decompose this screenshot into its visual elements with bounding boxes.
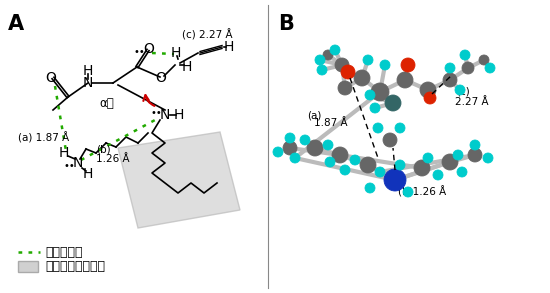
- Circle shape: [453, 150, 463, 160]
- Circle shape: [383, 133, 397, 147]
- Text: H: H: [83, 64, 93, 78]
- Circle shape: [290, 153, 300, 163]
- Text: 1.26 Å: 1.26 Å: [96, 154, 129, 164]
- Circle shape: [300, 135, 310, 145]
- Circle shape: [420, 82, 436, 98]
- Circle shape: [363, 55, 373, 65]
- Circle shape: [395, 123, 405, 133]
- Circle shape: [479, 55, 489, 65]
- Circle shape: [325, 157, 335, 167]
- Circle shape: [414, 160, 430, 176]
- Text: O: O: [46, 71, 57, 85]
- Circle shape: [338, 81, 352, 95]
- Text: H: H: [83, 167, 93, 181]
- Circle shape: [365, 183, 375, 193]
- Circle shape: [395, 160, 405, 170]
- Circle shape: [460, 50, 470, 60]
- Circle shape: [485, 63, 495, 73]
- Circle shape: [341, 65, 355, 79]
- Text: α位: α位: [100, 97, 114, 110]
- Circle shape: [365, 90, 375, 100]
- Text: (a) 1.87 Å: (a) 1.87 Å: [18, 132, 69, 144]
- Circle shape: [285, 133, 295, 143]
- Circle shape: [445, 63, 455, 73]
- Circle shape: [315, 55, 325, 65]
- Polygon shape: [118, 132, 240, 228]
- Text: N: N: [73, 156, 83, 170]
- Circle shape: [340, 165, 350, 175]
- Text: (a): (a): [307, 110, 321, 120]
- Circle shape: [307, 140, 323, 156]
- Text: ：水素結合: ：水素結合: [45, 246, 82, 258]
- Circle shape: [397, 72, 413, 88]
- Circle shape: [323, 140, 333, 150]
- Circle shape: [317, 65, 327, 75]
- Text: B: B: [278, 14, 294, 34]
- Circle shape: [330, 45, 340, 55]
- Circle shape: [335, 58, 349, 72]
- Text: 1.87 Å: 1.87 Å: [314, 118, 348, 128]
- Circle shape: [323, 50, 333, 60]
- Text: H: H: [59, 146, 69, 160]
- Circle shape: [424, 92, 436, 104]
- Circle shape: [354, 70, 370, 86]
- Circle shape: [384, 169, 406, 191]
- Circle shape: [373, 123, 383, 133]
- Text: H: H: [224, 40, 234, 54]
- Text: N: N: [160, 108, 170, 122]
- Circle shape: [442, 154, 458, 170]
- Circle shape: [483, 153, 493, 163]
- Circle shape: [332, 147, 348, 163]
- Text: O: O: [156, 71, 167, 85]
- Circle shape: [375, 167, 385, 177]
- Text: O: O: [144, 42, 155, 56]
- Circle shape: [455, 85, 465, 95]
- Text: (c) 2.27 Å: (c) 2.27 Å: [182, 29, 233, 41]
- Text: 2.27 Å: 2.27 Å: [455, 97, 488, 107]
- Circle shape: [371, 83, 389, 101]
- Circle shape: [385, 95, 401, 111]
- Text: ••: ••: [63, 161, 75, 171]
- Circle shape: [370, 103, 380, 113]
- Text: H: H: [171, 46, 181, 60]
- Circle shape: [273, 147, 283, 157]
- Text: H: H: [174, 108, 184, 122]
- Circle shape: [380, 60, 390, 70]
- Circle shape: [360, 157, 376, 173]
- Circle shape: [443, 73, 457, 87]
- Text: A: A: [8, 14, 24, 34]
- Circle shape: [470, 140, 480, 150]
- Text: ：疏水性相互作用: ：疏水性相互作用: [45, 260, 105, 273]
- Circle shape: [401, 58, 415, 72]
- Text: (c): (c): [456, 87, 470, 97]
- Text: (b): (b): [96, 145, 111, 155]
- Text: (b)1.26 Å: (b)1.26 Å: [398, 186, 446, 198]
- Circle shape: [457, 167, 467, 177]
- Circle shape: [433, 170, 443, 180]
- Text: ••: ••: [150, 108, 162, 118]
- Circle shape: [403, 187, 413, 197]
- Circle shape: [350, 155, 360, 165]
- Circle shape: [423, 153, 433, 163]
- Circle shape: [462, 62, 474, 74]
- Text: H: H: [182, 60, 192, 74]
- Circle shape: [283, 141, 297, 155]
- Text: ••: ••: [133, 47, 145, 57]
- Circle shape: [468, 148, 482, 162]
- FancyBboxPatch shape: [18, 261, 38, 272]
- Text: N: N: [83, 76, 93, 90]
